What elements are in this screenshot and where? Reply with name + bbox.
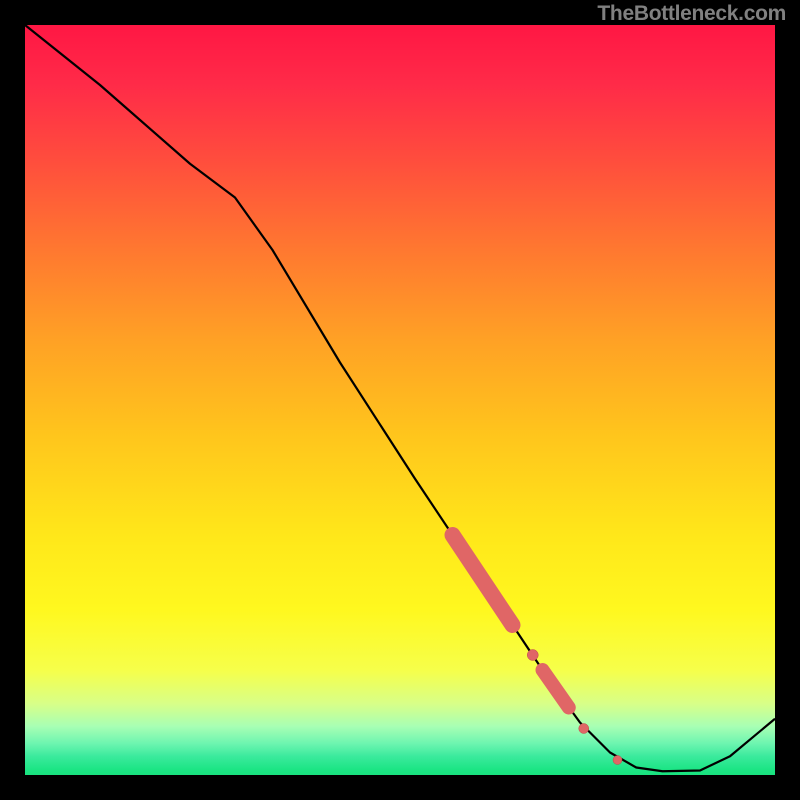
data-point [613,756,622,765]
bottleneck-chart [0,0,800,800]
watermark-text: TheBottleneck.com [597,2,786,26]
data-point [579,724,589,734]
chart-container: TheBottleneck.com [0,0,800,800]
plot-background [25,25,775,775]
data-point [527,650,538,661]
